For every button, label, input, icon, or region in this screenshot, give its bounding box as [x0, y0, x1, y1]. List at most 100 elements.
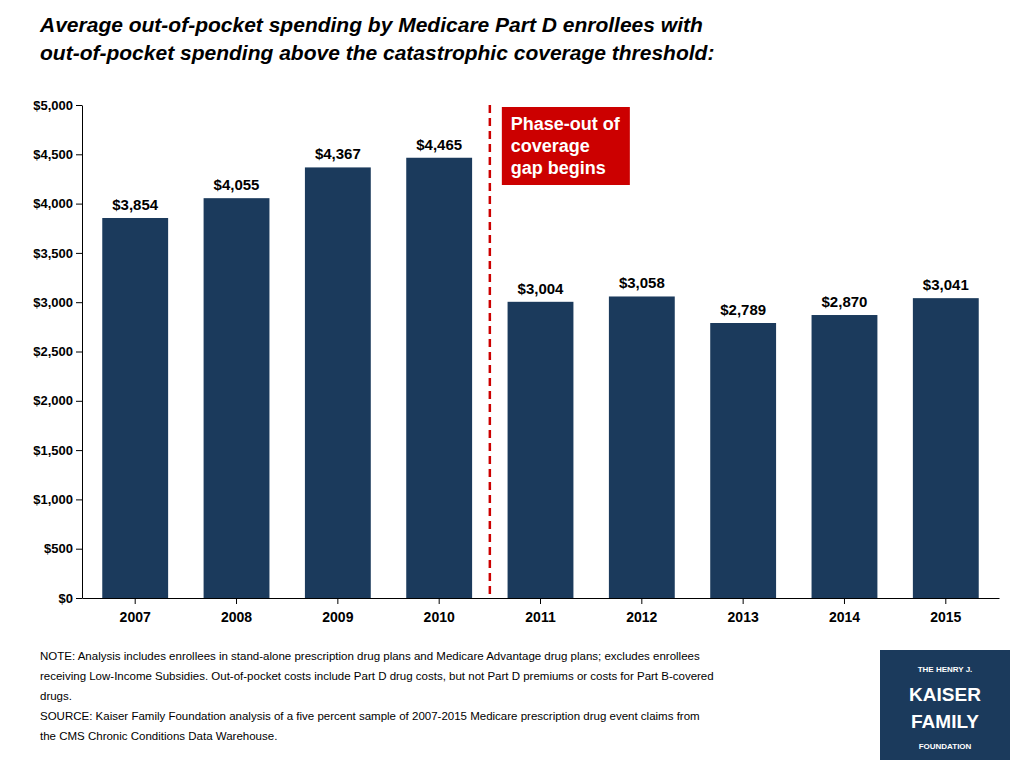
y-tick-mark [76, 549, 82, 550]
x-tick-label: 2009 [322, 609, 353, 625]
note-line: receiving Low-Income Subsidies. Out-of-p… [40, 670, 714, 682]
notes: NOTE: Analysis includes enrollees in sta… [40, 650, 714, 742]
x-tick-label: 2007 [120, 609, 151, 625]
y-tick-label: $3,500 [33, 246, 73, 261]
y-tick-mark [76, 352, 82, 353]
x-tick: 2007 [120, 598, 151, 625]
logo: THE HENRY J. KAISER FAMILY FOUNDATION [880, 650, 1010, 760]
bar [812, 315, 878, 598]
annotation-background [502, 107, 630, 185]
annotation-line: Phase-out of [511, 114, 621, 134]
logo-text: FOUNDATION [919, 742, 972, 751]
logo-text: KAISER [909, 684, 981, 705]
y-tick: $0 [59, 591, 82, 606]
note-line: SOURCE: Kaiser Family Foundation analysi… [40, 710, 700, 722]
annotation-line: coverage [511, 136, 590, 156]
y-tick: $3,000 [33, 295, 82, 310]
y-axis-line [82, 106, 83, 599]
annotation-box: Phase-out ofcoveragegap begins [502, 107, 630, 185]
data-label: $4,055 [214, 176, 260, 193]
x-tick-label: 2014 [829, 609, 860, 625]
x-tick-label: 2012 [626, 609, 657, 625]
logo-text: THE HENRY J. [918, 665, 973, 674]
x-tick-mark [540, 598, 541, 604]
x-tick-mark [844, 598, 845, 604]
title: Average out-of-pocket spending by Medica… [39, 13, 714, 64]
y-tick: $3,500 [33, 246, 82, 261]
y-tick-mark [76, 401, 82, 402]
data-labels: $3,854 $4,055 $4,367 $4,465 $3,004 $3,058 $2,7… [112, 136, 968, 318]
note-line: drugs. [40, 690, 72, 702]
y-tick-label: $1,500 [33, 443, 73, 458]
data-label: $3,854 [112, 196, 159, 213]
data-label: $3,041 [923, 276, 969, 293]
bar [913, 298, 979, 598]
y-tick-mark [76, 450, 82, 451]
y-tick: $5,000 [33, 98, 82, 113]
data-label: $3,058 [619, 274, 665, 291]
y-tick: $4,500 [33, 147, 82, 162]
x-tick: 2010 [424, 598, 455, 625]
data-label: $3,004 [518, 280, 565, 297]
data-label: $4,367 [315, 145, 361, 162]
y-tick-label: $2,000 [33, 393, 73, 408]
x-tick-mark [743, 598, 744, 604]
x-tick-label: 2011 [525, 609, 556, 625]
y-tick: $4,000 [33, 196, 82, 211]
annotation: Phase-out ofcoveragegap begins [511, 114, 621, 178]
data-label: $4,465 [416, 136, 462, 153]
x-tick: 2014 [829, 598, 860, 625]
y-tick-label: $4,500 [33, 147, 73, 162]
x-tick: 2008 [221, 598, 252, 625]
bar [508, 302, 574, 598]
title-line: Average out-of-pocket spending by Medica… [39, 13, 703, 36]
y-tick: $1,000 [33, 492, 82, 507]
x-axis: 2007 2008 2009 2010 2011 2012 2013 2014 2015 [83, 598, 1000, 625]
x-tick: 2011 [525, 598, 556, 625]
bar [406, 158, 472, 598]
x-tick: 2009 [322, 598, 353, 625]
x-tick: 2013 [728, 598, 759, 625]
bar [204, 198, 270, 598]
x-tick-mark [641, 598, 642, 604]
x-tick-label: 2015 [930, 609, 961, 625]
bar [305, 167, 371, 598]
x-tick-mark [945, 598, 946, 604]
y-tick-label: $0 [59, 591, 73, 606]
x-tick: 2015 [930, 598, 961, 625]
y-tick: $500 [44, 541, 82, 556]
y-tick-mark [76, 253, 82, 254]
y-tick-label: $4,000 [33, 196, 73, 211]
logo-background [880, 650, 1010, 760]
data-label: $2,789 [720, 301, 766, 318]
data-label: $2,870 [822, 293, 868, 310]
y-tick-mark [76, 499, 82, 500]
y-tick: $2,500 [33, 344, 82, 359]
annotation-line: gap begins [511, 158, 606, 178]
y-tick-label: $5,000 [33, 98, 73, 113]
chart: Average out-of-pocket spending by Medica… [0, 0, 1024, 768]
logo-text: FAMILY [911, 711, 979, 732]
bar [609, 296, 675, 598]
y-tick-mark [76, 598, 82, 599]
bar [102, 218, 168, 598]
x-tick-mark [236, 598, 237, 604]
y-tick-label: $500 [44, 541, 73, 556]
bar [710, 323, 776, 598]
x-tick-mark [135, 598, 136, 604]
y-tick-mark [76, 204, 82, 205]
y-tick-label: $1,000 [33, 492, 73, 507]
x-tick-label: 2008 [221, 609, 252, 625]
plot: $0 $500 $1,000 $1,500 $2,000 $2,500 $3,000 $3,5… [33, 98, 999, 626]
y-tick: $1,500 [33, 443, 82, 458]
y-tick: $2,000 [33, 393, 82, 408]
y-tick-mark [76, 154, 82, 155]
title-line: out-of-pocket spending above the catastr… [40, 41, 714, 64]
note-line: the CMS Chronic Conditions Data Warehous… [40, 730, 277, 742]
x-tick-mark [337, 598, 338, 604]
note-line: NOTE: Analysis includes enrollees in sta… [40, 650, 700, 662]
y-tick-mark [76, 105, 82, 106]
x-tick-label: 2010 [424, 609, 455, 625]
x-tick-label: 2013 [728, 609, 759, 625]
split-line [489, 105, 492, 598]
